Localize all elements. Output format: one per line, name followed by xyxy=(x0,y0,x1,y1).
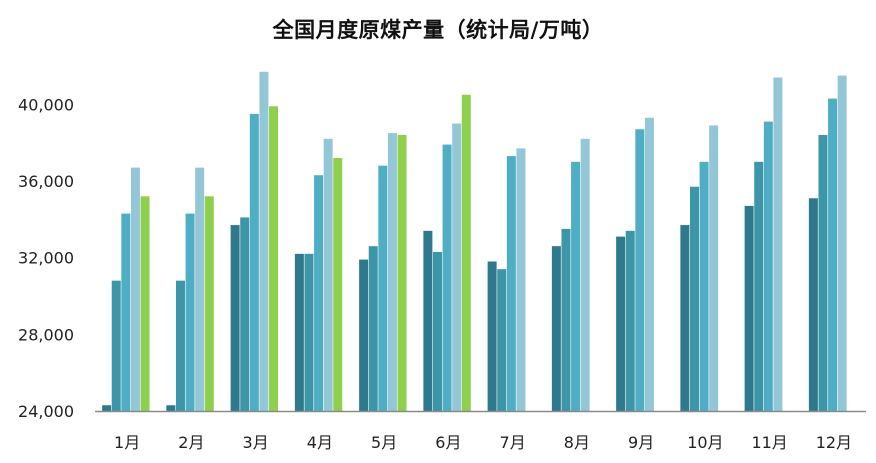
bar xyxy=(259,71,269,411)
y-tick-label: 28,000 xyxy=(18,325,74,344)
bar xyxy=(304,253,314,411)
bar xyxy=(368,246,378,411)
x-tick-label: 5月 xyxy=(371,433,397,452)
bar xyxy=(423,230,433,411)
bar xyxy=(561,228,571,411)
bar xyxy=(828,98,838,411)
x-tick-label: 2月 xyxy=(178,433,204,452)
bar xyxy=(808,198,818,411)
bar xyxy=(378,165,388,411)
bar xyxy=(175,280,185,411)
bar xyxy=(709,125,719,412)
bar xyxy=(387,133,397,412)
bar xyxy=(506,156,516,411)
bar xyxy=(644,117,654,411)
bar xyxy=(635,129,645,411)
x-tick-label: 6月 xyxy=(435,433,461,452)
y-tick-label: 24,000 xyxy=(18,402,74,421)
bar xyxy=(314,175,324,411)
x-tick-label: 9月 xyxy=(628,433,654,452)
y-tick-label: 40,000 xyxy=(18,95,74,114)
bar xyxy=(551,246,561,411)
bar xyxy=(763,121,773,411)
bar xyxy=(744,205,754,411)
bar xyxy=(580,138,590,412)
x-tick-label: 8月 xyxy=(564,433,590,452)
bar xyxy=(571,161,581,411)
bar xyxy=(442,144,452,412)
bar xyxy=(121,213,131,411)
bar xyxy=(625,230,635,411)
bar xyxy=(102,405,112,411)
chart-title: 全国月度原煤产量（统计局/万吨） xyxy=(272,18,604,42)
bar xyxy=(397,135,407,411)
bar xyxy=(249,113,259,412)
x-tick-label: 3月 xyxy=(243,433,269,452)
bar xyxy=(818,135,828,411)
bar xyxy=(773,77,783,411)
y-tick-label: 32,000 xyxy=(18,249,74,268)
bar xyxy=(516,148,526,411)
x-tick-label: 11月 xyxy=(751,433,787,452)
y-tick-label: 36,000 xyxy=(18,172,74,191)
bar xyxy=(497,269,507,411)
bar xyxy=(185,213,195,411)
bar xyxy=(166,405,176,411)
x-tick-label: 7月 xyxy=(500,433,526,452)
x-tick-label: 10月 xyxy=(687,433,723,452)
bar xyxy=(432,251,442,411)
bar xyxy=(689,186,699,411)
bar xyxy=(230,225,240,411)
x-tick-label: 12月 xyxy=(816,433,852,452)
x-tick-label: 4月 xyxy=(307,433,333,452)
bar xyxy=(294,253,304,411)
bar xyxy=(240,217,250,411)
x-tick-label: 1月 xyxy=(114,433,140,452)
bar xyxy=(487,261,497,411)
bar xyxy=(204,196,214,411)
bar xyxy=(699,161,709,411)
bar xyxy=(754,161,764,411)
bar xyxy=(111,280,121,411)
bar xyxy=(140,196,150,411)
bar xyxy=(359,259,369,411)
bar xyxy=(452,123,462,411)
bar xyxy=(323,138,333,412)
bar xyxy=(837,75,847,411)
bar xyxy=(130,167,140,411)
bar xyxy=(195,167,205,411)
bar xyxy=(680,225,690,411)
bar xyxy=(269,106,279,411)
bar xyxy=(461,94,471,411)
bar xyxy=(616,236,626,411)
bar xyxy=(333,158,343,411)
